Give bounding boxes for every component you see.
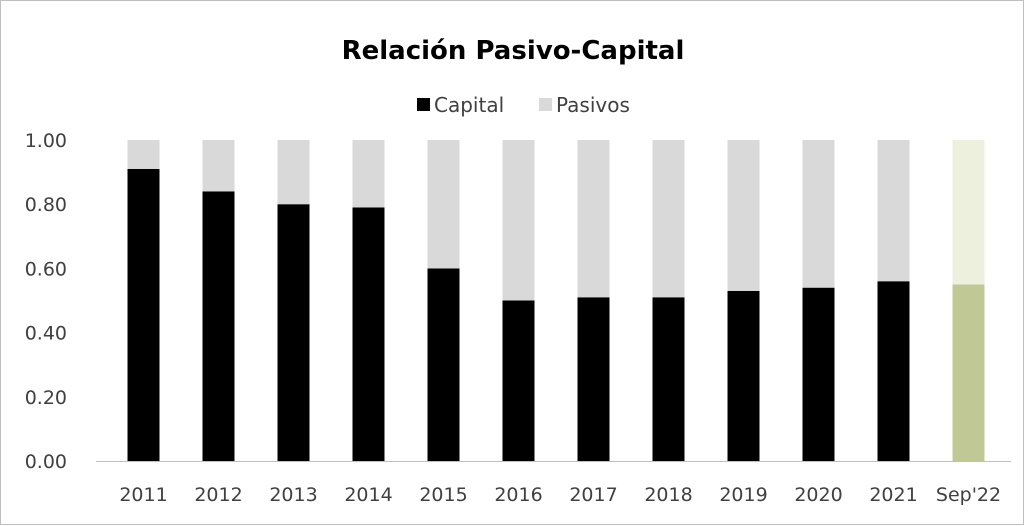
bar-pasivos-2015 [427,140,460,269]
bar-capital-2011 [127,168,160,461]
x-axis-ticks: 2011 2012 2013 2014 2015 2016 2017 2018 2019 2020… [119,484,1001,506]
x-tick-label: 2013 [269,484,317,506]
bar-capital-2013 [277,204,310,461]
x-tick-label: 2014 [344,484,392,506]
y-tick-label: 0.00 [25,451,67,473]
bar-capital-2012 [202,191,235,462]
bar-pasivos-2012 [202,140,235,192]
y-tick-label: 0.60 [25,258,67,280]
bar-capital-2018 [652,297,685,461]
x-tick-label: Sep'22 [936,484,1001,506]
legend-label-pasivos: Pasivos [556,93,630,117]
x-tick-label: 2016 [494,484,542,506]
y-tick-label: 1.00 [25,130,67,152]
bar-capital-2014 [352,207,385,461]
bar-pasivos-2011 [127,140,160,169]
bars [127,140,985,462]
legend-swatch-capital [417,98,430,111]
x-tick-label: 2020 [794,484,842,506]
bar-pasivos-2020 [802,140,835,288]
bar-pasivos-2019 [727,140,760,291]
x-tick-label: 2018 [644,484,692,506]
bar-pasivos-Sep'22 [952,140,985,285]
legend-swatch-pasivos [539,98,552,111]
x-tick-label: 2011 [119,484,167,506]
bar-pasivos-2017 [577,140,610,298]
bar-capital-2015 [427,268,460,461]
bar-pasivos-2013 [277,140,310,205]
legend: Capital Pasivos [417,93,630,117]
chart-title: Relación Pasivo-Capital [342,36,685,66]
y-axis-ticks: 0.00 0.20 0.40 0.60 0.80 1.00 [25,130,67,473]
bar-pasivos-2016 [502,140,535,301]
x-tick-label: 2019 [719,484,767,506]
x-tick-label: 2012 [194,484,242,506]
x-tick-label: 2021 [869,484,917,506]
y-tick-label: 0.80 [25,194,67,216]
y-tick-label: 0.20 [25,387,67,409]
x-tick-label: 2015 [419,484,467,506]
bar-capital-2021 [877,281,910,461]
bar-capital-2020 [802,287,835,461]
bar-pasivos-2014 [352,140,385,208]
bar-capital-Sep'22 [952,284,985,461]
legend-label-capital: Capital [434,93,504,117]
y-tick-label: 0.40 [25,323,67,345]
bar-capital-2016 [502,300,535,461]
bar-capital-2017 [577,297,610,461]
bar-pasivos-2018 [652,140,685,298]
bar-capital-2019 [727,290,760,461]
bar-pasivos-2021 [877,140,910,282]
x-tick-label: 2017 [569,484,617,506]
